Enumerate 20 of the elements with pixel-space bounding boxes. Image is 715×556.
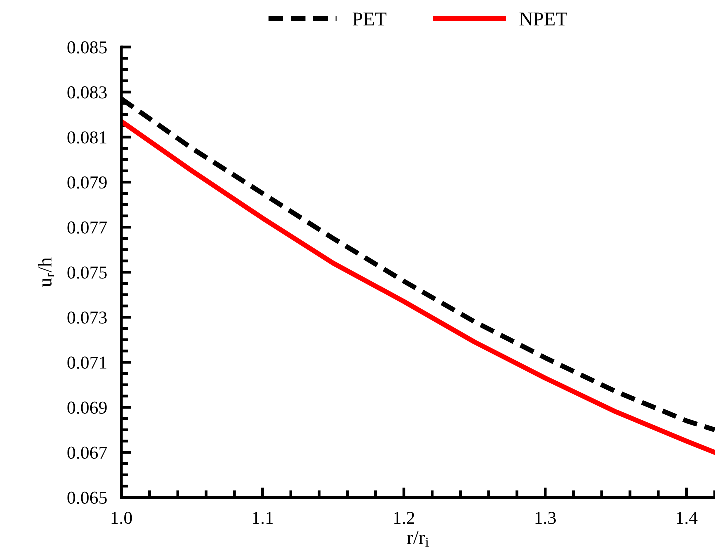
y-axis-title: u$_{r}$/h <box>38 258 54 288</box>
x-tick-label: 1.1 <box>253 512 274 524</box>
x-tick-label: 1.2 <box>394 512 414 524</box>
y-tick-label: 0.071 <box>68 356 107 370</box>
x-tick-label: 1.4 <box>677 512 698 524</box>
y-tick-label: 0.085 <box>68 42 107 54</box>
y-tick-label: 0.075 <box>68 266 107 279</box>
y-tick-label: 0.067 <box>68 446 108 460</box>
y-tick-label: 0.065 <box>68 492 107 504</box>
y-tick-label: 0.077 <box>68 222 108 234</box>
x-axis-title: r/r$_{i}$ <box>407 531 429 547</box>
legend-label: NPET <box>520 12 568 26</box>
y-tick-label: 0.079 <box>68 176 107 189</box>
y-tick-label: 0.073 <box>68 312 107 324</box>
x-tick-label: 1.3 <box>536 512 556 524</box>
y-tick-label: 0.069 <box>68 402 107 414</box>
legend-label: PET <box>352 12 387 26</box>
y-tick-label: 0.083 <box>68 86 107 99</box>
x-tick-label: 1.0 <box>112 512 132 524</box>
y-tick-label: 0.081 <box>68 132 107 144</box>
